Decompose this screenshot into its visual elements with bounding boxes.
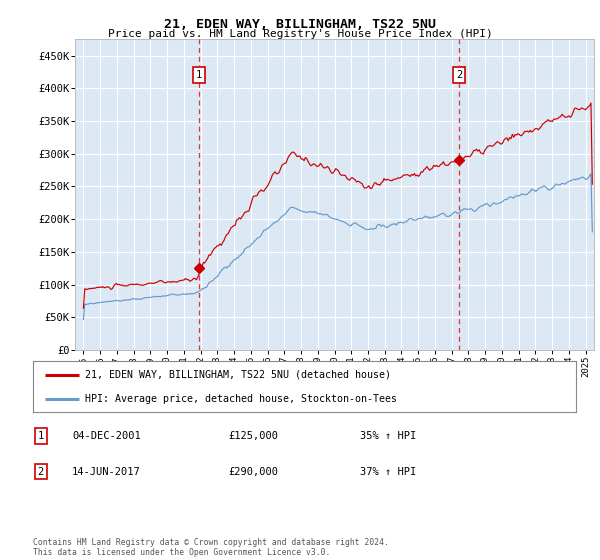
Text: 14-JUN-2017: 14-JUN-2017 <box>72 466 141 477</box>
Text: 1: 1 <box>38 431 44 441</box>
Text: HPI: Average price, detached house, Stockton-on-Tees: HPI: Average price, detached house, Stoc… <box>85 394 397 404</box>
Text: Price paid vs. HM Land Registry's House Price Index (HPI): Price paid vs. HM Land Registry's House … <box>107 29 493 39</box>
Text: 21, EDEN WAY, BILLINGHAM, TS22 5NU: 21, EDEN WAY, BILLINGHAM, TS22 5NU <box>164 18 436 31</box>
Text: £125,000: £125,000 <box>228 431 278 441</box>
Text: 37% ↑ HPI: 37% ↑ HPI <box>360 466 416 477</box>
Text: £290,000: £290,000 <box>228 466 278 477</box>
Text: 35% ↑ HPI: 35% ↑ HPI <box>360 431 416 441</box>
Text: 04-DEC-2001: 04-DEC-2001 <box>72 431 141 441</box>
Text: 1: 1 <box>196 70 202 80</box>
Text: Contains HM Land Registry data © Crown copyright and database right 2024.
This d: Contains HM Land Registry data © Crown c… <box>33 538 389 557</box>
Text: 2: 2 <box>38 466 44 477</box>
Text: 21, EDEN WAY, BILLINGHAM, TS22 5NU (detached house): 21, EDEN WAY, BILLINGHAM, TS22 5NU (deta… <box>85 370 391 380</box>
Text: 2: 2 <box>456 70 463 80</box>
